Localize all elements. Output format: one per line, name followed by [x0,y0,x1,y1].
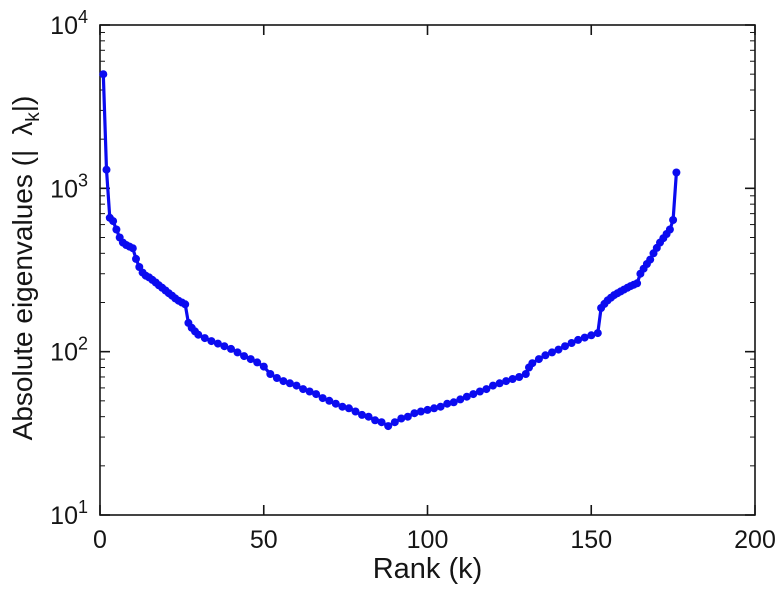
data-point-marker [299,385,308,394]
data-point-marker [207,337,216,346]
data-point-marker [580,333,589,342]
y-tick-label: 102 [50,334,88,367]
data-point-marker [672,168,681,177]
data-point-marker [508,375,517,383]
data-point-marker [475,387,484,396]
data-point-marker [240,352,249,361]
data-point-marker [489,381,497,390]
data-point-marker [128,244,137,253]
data-point-marker [587,331,596,340]
y-tick-label: 104 [50,7,88,40]
data-point-marker [305,387,314,396]
data-point-marker [279,377,288,386]
y-axis-label-prefix: Absolute eigenvalues (| [7,149,39,441]
data-point-marker [233,348,242,357]
data-point-marker [534,355,543,364]
data-point-marker [266,370,275,378]
data-point-marker [528,359,537,368]
data-point-marker [646,255,655,264]
data-point-marker [112,225,121,234]
data-point-marker [246,355,255,364]
y-tick-label: 103 [50,170,88,203]
data-point-marker [132,254,140,263]
data-point-marker [436,402,445,411]
data-point-marker [220,342,229,351]
data-point-marker [416,407,425,416]
data-point-marker [495,379,504,388]
x-tick-label: 0 [93,526,107,554]
data-point-marker [410,409,419,418]
y-axis-label: Absolute eigenvalues (| λk|) [7,96,45,441]
x-axis-label: Rank (k) [100,553,755,586]
data-point-marker [633,279,642,288]
data-point-marker [351,407,360,416]
data-point-marker [430,404,439,413]
lambda-symbol: λ [7,121,39,136]
data-point-marker [358,410,366,419]
data-point-marker [462,392,471,401]
data-point-marker [567,339,576,347]
data-point-marker [449,398,458,407]
data-point-marker [371,416,380,425]
x-tick-label: 50 [250,526,278,554]
data-point-marker [194,330,203,339]
data-point-marker [669,216,678,224]
lambda-subscript: k [22,112,44,122]
data-point-marker [344,404,353,413]
data-point-marker [318,394,327,403]
data-point-marker [574,335,583,344]
data-point-marker [469,390,478,399]
data-point-marker [227,344,235,353]
data-point-marker [285,379,294,388]
data-point-marker [665,225,674,234]
data-point-marker [561,342,569,351]
data-point-marker [331,399,340,408]
data-point-marker [181,300,190,309]
data-point-marker [259,362,268,371]
data-point-marker [397,414,406,423]
data-point-marker [213,339,222,348]
data-point-marker [423,405,432,414]
data-point-marker [403,412,412,421]
data-point-marker [554,345,563,354]
eigenvalue-markers [99,70,681,431]
data-point-marker [200,334,209,343]
data-point-marker [443,399,452,408]
data-point-marker [456,395,465,404]
data-point-marker [99,70,108,79]
data-point-marker [102,165,111,174]
eigenvalue-line [101,72,678,428]
x-tick-label: 200 [734,526,776,554]
data-point-marker [292,381,301,390]
data-point-marker [541,351,550,360]
data-point-marker [338,402,347,411]
data-point-marker [515,373,524,381]
data-point-marker [109,217,118,226]
data-point-marker [272,374,281,382]
x-tick-label: 150 [570,526,612,554]
x-tick-label: 100 [407,526,449,554]
x-axis-label-text: Rank (k) [372,553,483,585]
data-point-marker [502,377,511,386]
data-point-marker [364,412,373,421]
data-point-marker [253,358,262,367]
data-point-marker [390,418,399,427]
data-point-marker [325,396,334,405]
data-point-marker [593,329,602,338]
y-axis-label-suffix: |) [7,95,39,113]
data-point-marker [377,418,386,427]
axes-box [99,24,756,516]
data-point-marker [521,370,530,378]
data-point-marker [312,390,321,399]
data-point-marker [548,348,556,357]
y-tick-label: 101 [50,497,88,530]
data-point-marker [384,422,393,431]
data-point-marker [482,385,491,394]
